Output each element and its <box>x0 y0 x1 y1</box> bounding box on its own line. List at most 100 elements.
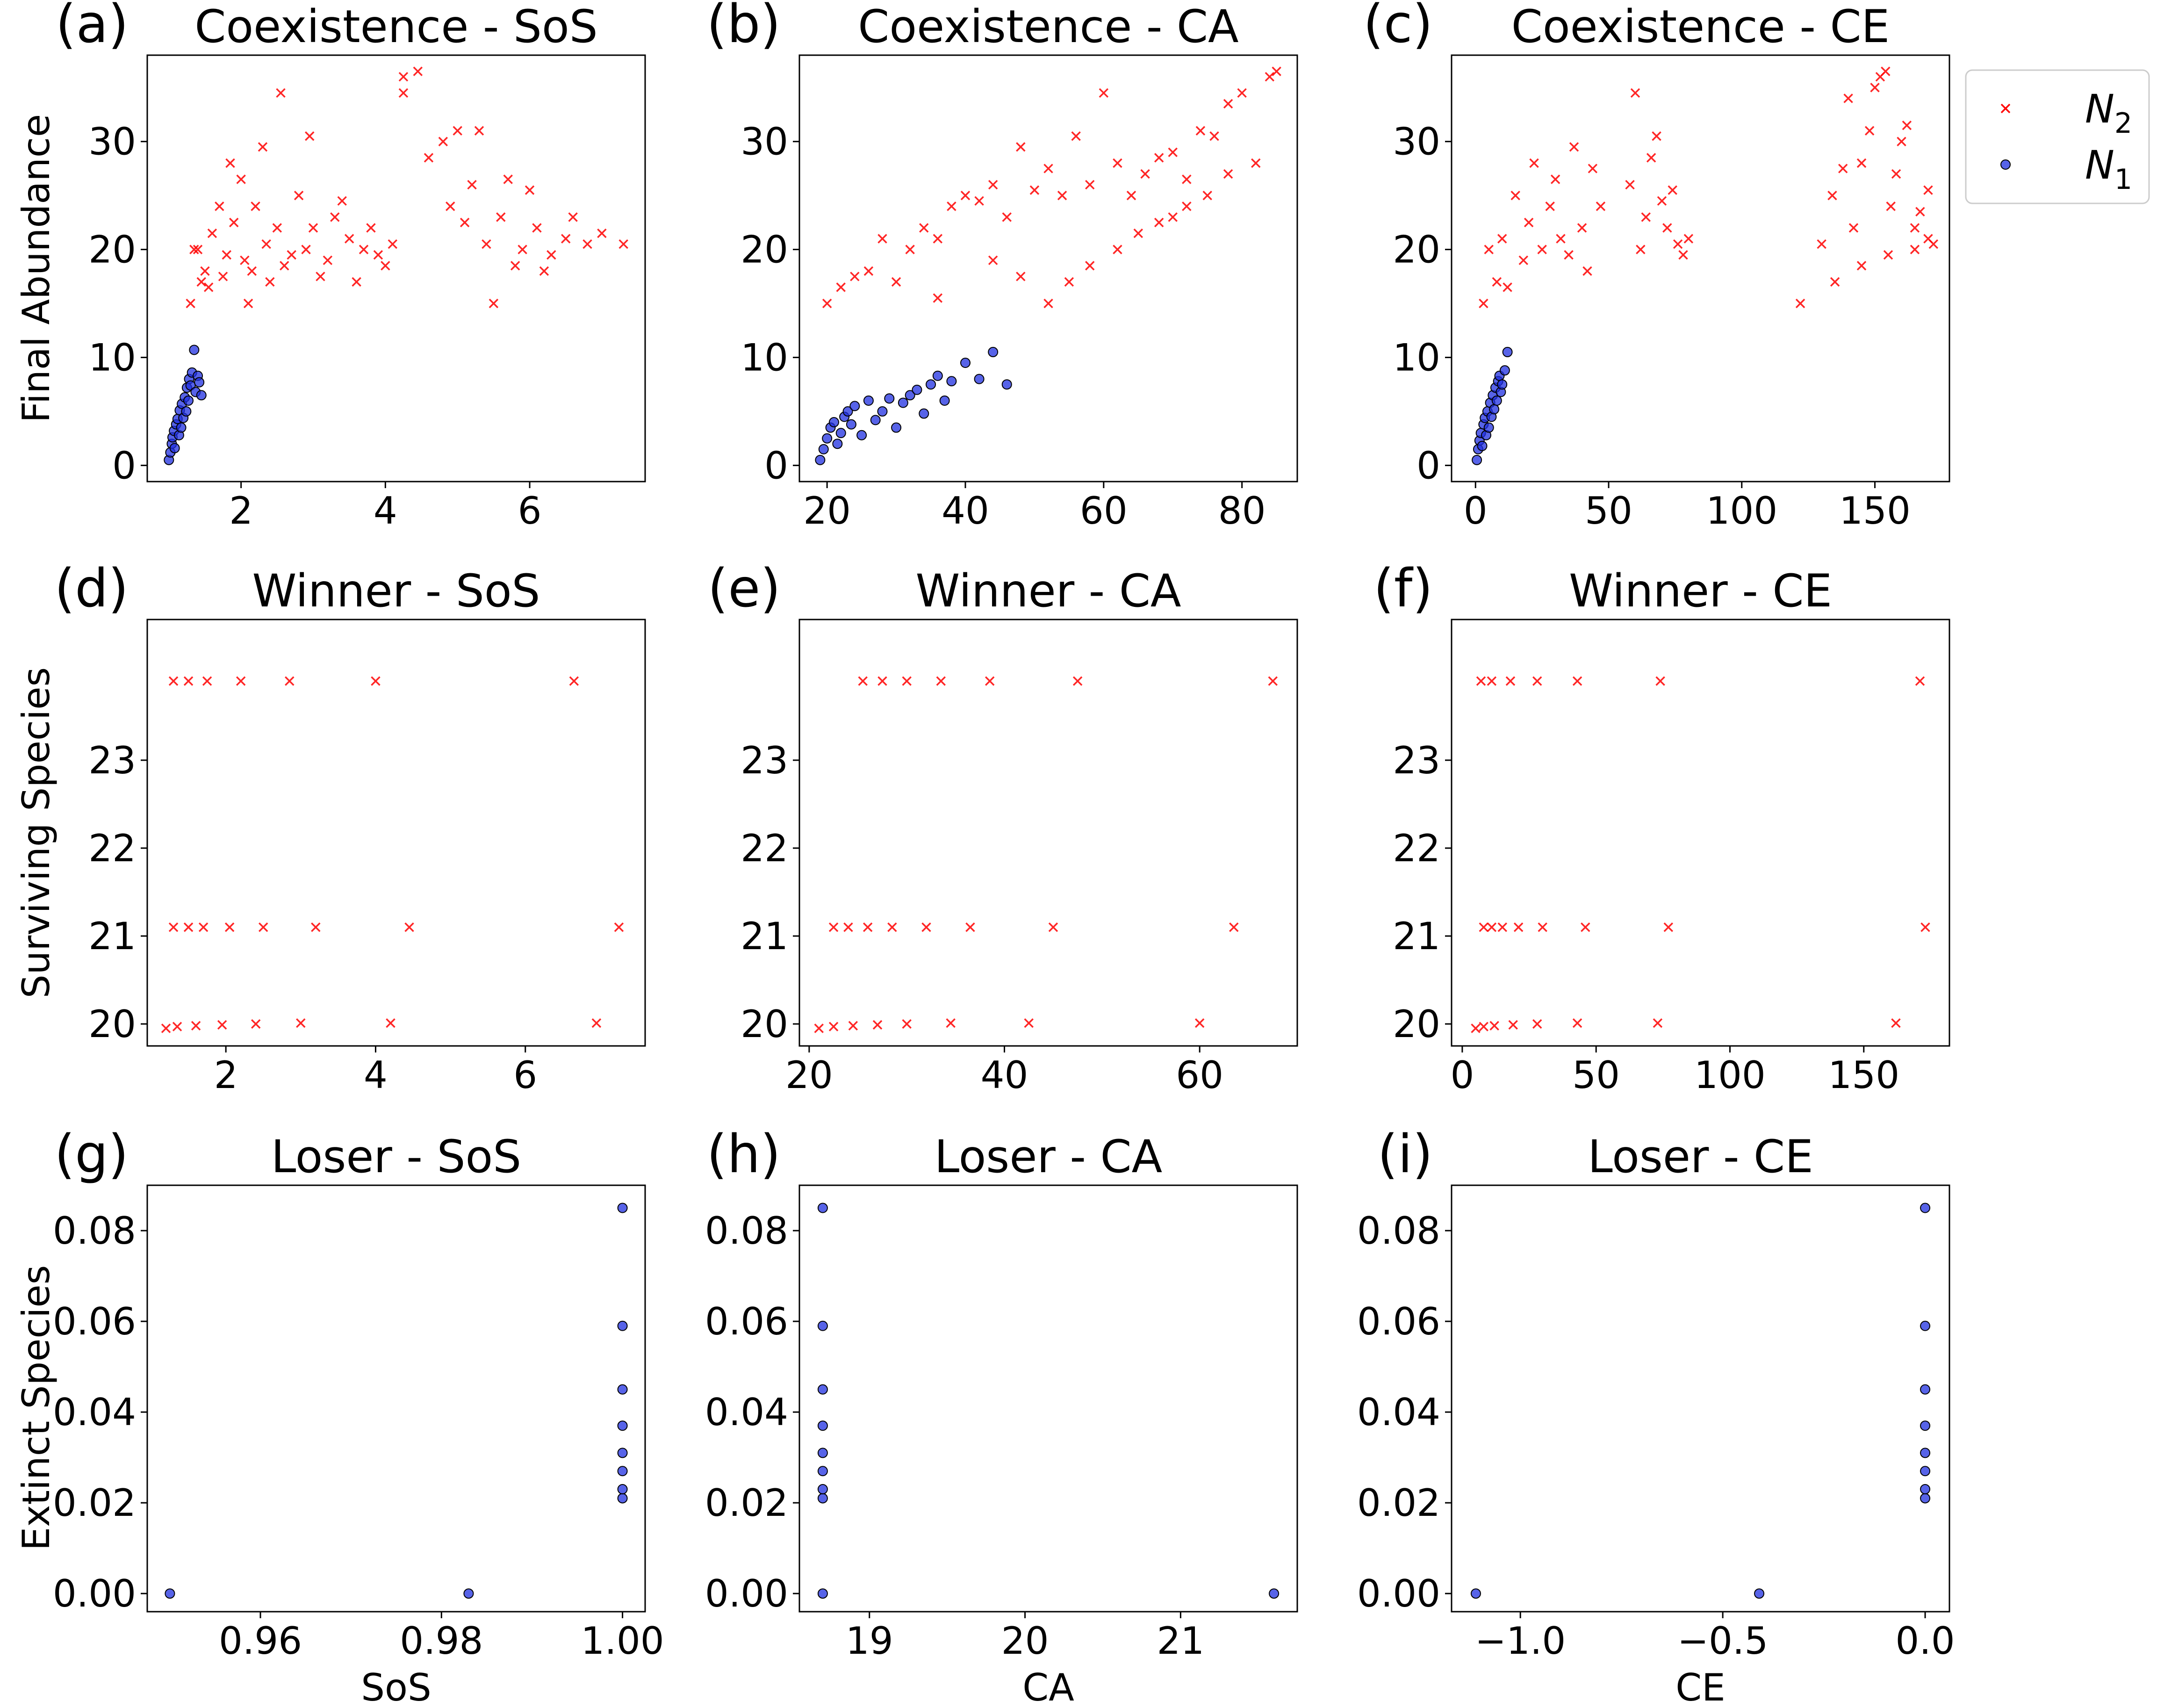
data-point-n1 <box>856 430 867 440</box>
data-point-n1 <box>1920 1493 1931 1504</box>
axes-frame-f <box>1451 619 1950 1047</box>
data-point-n2 <box>1071 131 1081 141</box>
data-point-n2 <box>921 922 931 932</box>
data-point-n1 <box>939 395 950 406</box>
data-point-n2 <box>222 250 232 260</box>
data-point-n2 <box>1476 676 1486 686</box>
data-point-n2 <box>985 676 995 686</box>
x-tick-label: 60 <box>1176 1053 1223 1097</box>
data-point-n2 <box>1636 245 1646 254</box>
data-point-n2 <box>858 676 868 686</box>
panel-letter-f: (f) <box>1373 558 1433 619</box>
data-point-n2 <box>1655 676 1665 686</box>
axes-frame-i <box>1451 1184 1950 1613</box>
data-point-n1 <box>842 406 853 417</box>
data-point-n2 <box>618 239 628 249</box>
data-point-n2 <box>1537 245 1547 254</box>
data-point-n2 <box>1668 185 1677 195</box>
data-point-n2 <box>1886 202 1896 211</box>
data-point-n2 <box>272 223 282 233</box>
data-point-n2 <box>215 202 224 211</box>
data-point-n1 <box>817 1320 828 1331</box>
data-point-n1 <box>926 379 936 390</box>
data-point-n2 <box>196 277 206 287</box>
data-point-n1 <box>817 1420 828 1431</box>
data-point-n1 <box>617 1420 628 1431</box>
data-point-n2 <box>1113 245 1122 254</box>
data-point-n2 <box>1572 676 1582 686</box>
data-point-n1 <box>463 1588 474 1599</box>
data-point-n1 <box>176 422 187 433</box>
data-point-n2 <box>352 277 361 287</box>
data-point-n2 <box>1817 239 1826 249</box>
panel-c: Coexistence - CE (c) 0 50 100 150 0 10 20 30 <box>1363 0 1950 533</box>
legend-marker-n1 <box>2000 159 2011 170</box>
axes-frame-c <box>1451 54 1950 483</box>
axes-frame-b <box>798 54 1298 483</box>
x-tick-label: 40 <box>942 489 989 533</box>
data-point-n2 <box>1910 223 1920 233</box>
y-tick-label: 10 <box>1393 336 1440 379</box>
data-point-n2 <box>1652 131 1661 141</box>
data-point-n2 <box>1487 922 1497 932</box>
y-tick-label: 20 <box>741 228 788 272</box>
data-point-n2 <box>344 234 354 244</box>
data-point-n2 <box>960 190 971 201</box>
data-point-n2 <box>446 202 455 211</box>
data-point-n2 <box>258 142 268 152</box>
data-point-n1 <box>877 406 888 417</box>
data-point-n1 <box>817 1448 828 1458</box>
data-point-n2 <box>947 202 956 211</box>
data-point-n1 <box>946 376 957 387</box>
data-point-n2 <box>503 174 513 184</box>
data-point-n2 <box>1272 66 1281 76</box>
points-h <box>817 1203 1280 1599</box>
data-point-n2 <box>1923 234 1933 244</box>
data-point-n2 <box>863 266 874 276</box>
y-tick-label: 0.00 <box>1357 1572 1440 1615</box>
data-point-n2 <box>366 223 376 233</box>
panel-title-h: Loser - CA <box>935 1131 1162 1183</box>
data-point-n2 <box>1891 1018 1901 1028</box>
data-point-n2 <box>1489 1021 1499 1031</box>
data-point-n1 <box>617 1448 628 1458</box>
legend-marker-n2 <box>2000 103 2011 114</box>
data-point-n1 <box>817 1203 828 1213</box>
data-point-n1 <box>822 433 833 444</box>
data-point-n2 <box>1830 277 1840 287</box>
y-tick-label: 20 <box>1393 228 1440 272</box>
data-point-n2 <box>240 255 250 265</box>
data-point-n2 <box>1683 234 1694 244</box>
data-point-n1 <box>1920 1384 1931 1395</box>
data-point-n2 <box>1538 922 1547 932</box>
y-axis-label-d: Surviving Species <box>14 667 58 998</box>
x-tick-label: 80 <box>1218 489 1266 533</box>
data-point-n2 <box>1479 1022 1488 1031</box>
data-point-n2 <box>388 239 398 249</box>
x-tick-label: 20 <box>1001 1619 1049 1663</box>
data-point-n2 <box>568 212 578 222</box>
data-point-n2 <box>1881 66 1891 76</box>
data-point-n2 <box>191 1021 201 1031</box>
data-point-n2 <box>1524 217 1534 228</box>
data-point-n2 <box>1168 212 1178 222</box>
y-tick-label: 20 <box>88 1002 136 1046</box>
data-point-n2 <box>902 676 912 686</box>
data-point-n2 <box>1883 250 1893 260</box>
data-point-n2 <box>1085 180 1095 190</box>
y-tick-label: 0.04 <box>705 1391 788 1434</box>
data-point-n1 <box>1269 1588 1280 1599</box>
y-axis-label-a: Final Abundance <box>14 114 58 423</box>
data-point-n2 <box>582 239 592 249</box>
data-point-n2 <box>496 212 506 222</box>
y-tick-label: 10 <box>741 336 788 379</box>
data-point-n2 <box>1582 266 1592 276</box>
x-axis-label-g: SoS <box>361 1666 431 1708</box>
data-point-n2 <box>1529 158 1539 168</box>
data-point-n1 <box>849 401 860 411</box>
data-point-n2 <box>1581 922 1590 932</box>
data-point-n2 <box>398 72 409 82</box>
panel-title-b: Coexistence - CA <box>858 0 1238 53</box>
axes-frame-d <box>146 619 646 1047</box>
